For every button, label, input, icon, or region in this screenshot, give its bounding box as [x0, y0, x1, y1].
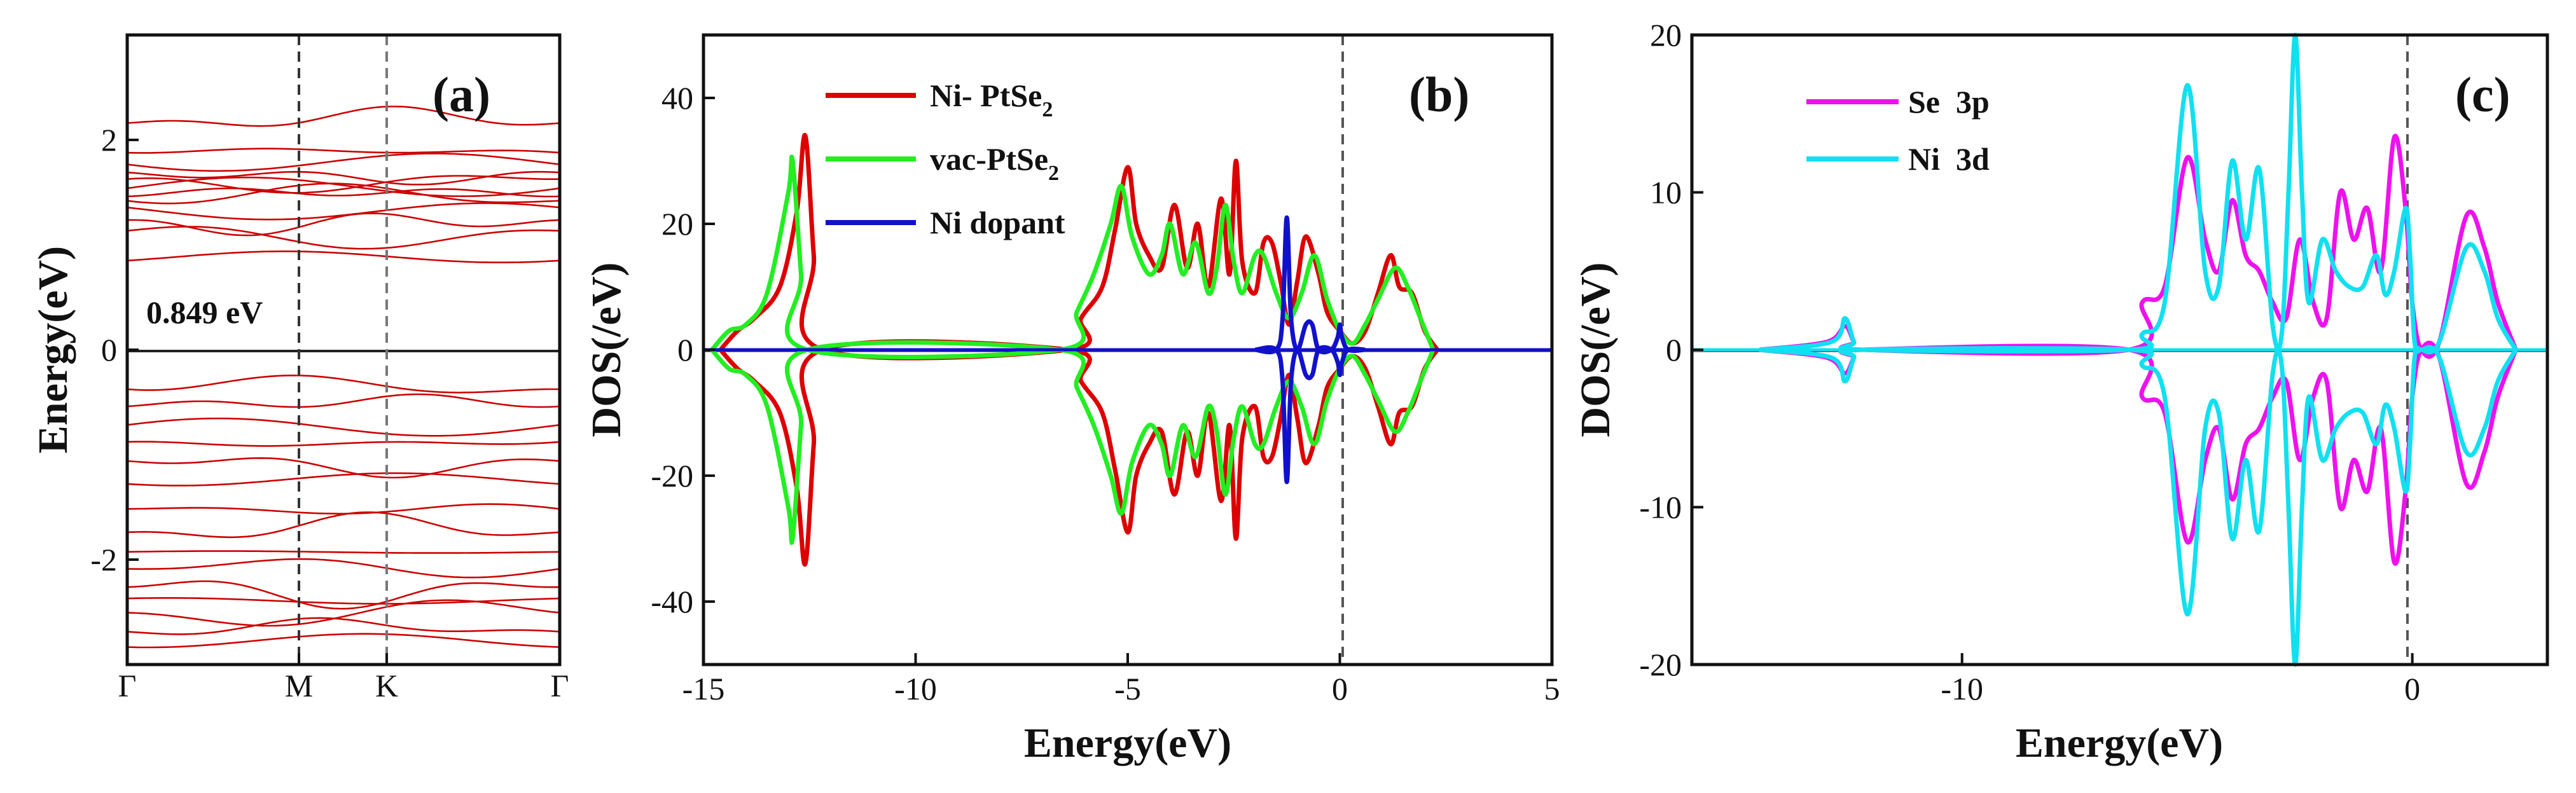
- band-line: [127, 202, 560, 221]
- band-line: [127, 597, 560, 605]
- band-structure-lines: [127, 106, 560, 649]
- band-line: [127, 550, 560, 554]
- x-tick-label: 0: [2404, 671, 2420, 707]
- x-tick-label: M: [285, 668, 313, 703]
- y-tick-label: 20: [1650, 17, 1682, 53]
- legend-label-ni-ptse2: Ni- PtSe2: [930, 78, 1053, 121]
- series-vac-ptse2-spin-down: [710, 340, 1436, 545]
- panel-a-ylabel: Energy(eV): [30, 246, 76, 453]
- band-line: [127, 599, 560, 627]
- y-tick-label: -40: [651, 584, 693, 619]
- band-line: [127, 187, 560, 198]
- band-line: [127, 457, 560, 479]
- series-ni-dopant-spin-up: [1254, 215, 1366, 355]
- band-line: [127, 633, 560, 649]
- panel-c-y-axis: 20 10 0 -10 -20: [1639, 17, 1703, 682]
- y-tick-label: 10: [1650, 175, 1682, 210]
- band-line: [127, 511, 560, 539]
- x-tick-label: 5: [1544, 671, 1560, 707]
- series-se-3p-spin-up: [1759, 134, 2518, 359]
- legend-label-ni-3d: Ni 3d: [1908, 141, 1990, 177]
- panel-b-tag: (b): [1409, 67, 1469, 122]
- panel-a: 2 0 -2 Γ M K Γ Energy(eV) (a) 0.849 eV: [30, 33, 569, 703]
- series-vac-ptse2-spin-up: [710, 155, 1436, 359]
- band-line: [127, 106, 560, 127]
- x-tick-label: 0: [1332, 671, 1348, 707]
- y-tick-label: 0: [101, 332, 117, 368]
- band-line: [127, 617, 560, 635]
- panel-b: 40 20 0 -20 -40 -15 -10 -5 0 5 DOS(/eV) Energy(e…: [583, 33, 1560, 766]
- band-line: [127, 176, 560, 197]
- panel-b-xlabel: Energy(eV): [1024, 720, 1231, 766]
- y-tick-label: -2: [90, 542, 117, 577]
- series-ni-dopant-spin-down: [1254, 345, 1366, 485]
- panel-b-series: [703, 133, 1552, 567]
- panel-c: 20 10 0 -10 -20 -10 0 DOS(/eV) Energy(eV) (c)…: [1572, 17, 2549, 766]
- panel-c-tag: (c): [2455, 67, 2510, 122]
- band-line: [127, 226, 560, 250]
- band-line: [127, 558, 560, 579]
- band-line: [127, 417, 560, 437]
- band-line: [127, 375, 560, 394]
- y-tick-label: 0: [1666, 332, 1682, 368]
- y-tick-label: 40: [661, 80, 693, 116]
- y-tick-label: 2: [101, 122, 117, 158]
- series-ni-3d-spin-up: [1759, 32, 2518, 355]
- y-tick-label: -20: [1639, 647, 1682, 682]
- panel-b-legend: Ni- PtSe2 vac-PtSe2 Ni dopant: [826, 78, 1065, 240]
- panel-c-legend: Se 3p Ni 3d: [1806, 84, 1990, 177]
- x-tick-label: -10: [894, 671, 937, 707]
- band-line: [127, 250, 560, 263]
- band-line: [127, 153, 560, 172]
- panel-a-y-axis: 2 0 -2: [90, 122, 139, 577]
- panel-c-series: [1692, 32, 2547, 667]
- band-line: [127, 183, 560, 205]
- panel-b-x-axis: -15 -10 -5 0 5: [682, 653, 1560, 707]
- x-tick-label: -15: [682, 671, 725, 707]
- series-se-3p-spin-down: [1759, 340, 2518, 566]
- panel-c-ylabel: DOS(/eV): [1572, 263, 1619, 438]
- x-tick-label: -10: [1941, 671, 1983, 707]
- x-tick-label: -5: [1114, 671, 1141, 707]
- band-line: [127, 148, 560, 154]
- band-line: [127, 472, 560, 486]
- y-tick-label: 0: [677, 332, 693, 368]
- x-tick-label: K: [375, 668, 398, 703]
- series-ni-3d-spin-down: [1759, 345, 2518, 667]
- band-gap-annotation: 0.849 eV: [146, 294, 263, 330]
- band-line: [127, 441, 560, 447]
- panel-a-tag: (a): [433, 67, 490, 122]
- x-tick-label: Γ: [118, 668, 137, 703]
- y-tick-label: -20: [651, 458, 693, 493]
- panel-c-xlabel: Energy(eV): [2016, 720, 2223, 766]
- panel-b-y-axis: 40 20 0 -20 -40: [651, 80, 715, 619]
- legend-label-ni-dopant: Ni dopant: [930, 205, 1065, 240]
- band-line: [127, 170, 560, 186]
- band-line: [127, 393, 560, 408]
- legend-label-se-3p: Se 3p: [1908, 84, 1990, 120]
- band-line: [127, 503, 560, 515]
- x-tick-label: Γ: [551, 668, 569, 703]
- y-tick-label: 20: [661, 206, 693, 242]
- band-line: [127, 580, 560, 610]
- panel-b-ylabel: DOS(/eV): [583, 263, 630, 438]
- y-tick-label: -10: [1639, 490, 1682, 525]
- panel-c-x-axis: -10 0: [1941, 653, 2420, 707]
- legend-label-vac-ptse2: vac-PtSe2: [930, 141, 1059, 185]
